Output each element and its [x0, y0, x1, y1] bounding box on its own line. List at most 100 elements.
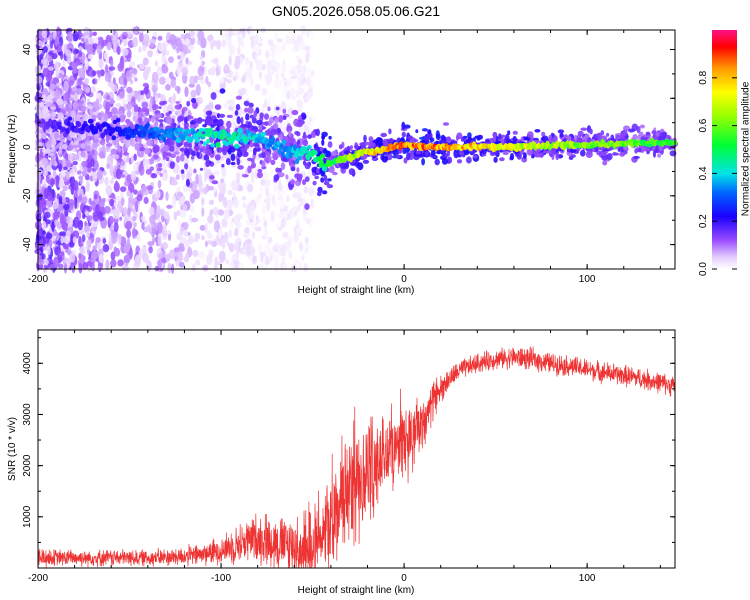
- spectrogram-cell: [290, 166, 296, 172]
- spectrogram-cell: [47, 66, 54, 71]
- spectrogram-cell: [403, 124, 411, 129]
- spectrogram-cell: [323, 174, 328, 182]
- spectrogram-ridge-cell: [288, 152, 293, 159]
- spectrogram-cell: [309, 29, 314, 41]
- spectrogram-cell: [175, 100, 181, 105]
- spectrogram-cell: [43, 168, 48, 176]
- spectrogram-cell: [161, 172, 168, 182]
- spectrogram-cell: [380, 132, 388, 138]
- spectrogram-cell: [149, 42, 155, 48]
- spectrogram-cell: [48, 55, 52, 63]
- spectrogram-cell: [224, 63, 229, 72]
- spectrogram-cell: [124, 180, 130, 187]
- spectrogram-cell: [141, 101, 149, 109]
- colorbar-ticks: 0.00.20.40.60.8: [698, 70, 737, 276]
- spectrogram-cell: [236, 158, 241, 166]
- spectrogram-cell: [51, 111, 57, 118]
- spectrogram-cell: [143, 69, 149, 81]
- spectrogram-cell: [99, 261, 104, 269]
- spectrogram-cell: [289, 157, 293, 165]
- spectrogram-cell: [271, 194, 276, 205]
- spectrogram-cell: [156, 222, 163, 234]
- spectrogram-ridge-cell: [280, 143, 284, 149]
- spectrogram-ridge-cell: [232, 131, 238, 136]
- spectrogram-cell: [302, 135, 308, 139]
- spectrogram-cell: [42, 67, 50, 78]
- spectrogram-cell: [63, 235, 71, 244]
- spectrogram-ridge-cell: [227, 132, 232, 138]
- spectrogram-cell: [264, 121, 269, 126]
- spectrogram-cell: [257, 169, 263, 173]
- spectrogram-cell: [182, 221, 189, 230]
- spectrogram-cell: [406, 152, 411, 161]
- spectrogram-cell: [596, 150, 602, 156]
- spectrogram-cell: [81, 170, 88, 177]
- spectrogram-cell: [267, 39, 274, 47]
- spectrogram-cell: [110, 148, 118, 155]
- spectrogram-cell: [657, 153, 662, 158]
- spectrogram-cell: [125, 220, 133, 230]
- spectrogram-cell: [227, 190, 233, 196]
- spectrogram-cell: [293, 226, 297, 233]
- spectrogram-cell: [55, 157, 59, 162]
- spectrogram-cell: [190, 115, 194, 120]
- spectrogram-cell: [127, 207, 131, 218]
- spectrogram-cell: [129, 60, 136, 68]
- spectrogram-cell: [54, 246, 62, 256]
- spectrogram-cell: [523, 137, 528, 140]
- spectrogram-cell: [258, 263, 265, 269]
- spectrogram-cell: [226, 114, 233, 118]
- spectrogram-cell: [144, 148, 151, 155]
- spectrogram-cell: [264, 255, 269, 266]
- colorbar-gradient: [712, 30, 737, 269]
- spectrogram-cell: [320, 177, 325, 183]
- spectrogram-cell: [81, 196, 88, 205]
- spectrogram-cell: [441, 158, 448, 165]
- spectrogram-cell: [261, 87, 268, 96]
- spectrogram-cell: [42, 230, 47, 235]
- spectrogram-cell: [184, 149, 190, 157]
- spectrogram-cell: [157, 234, 162, 246]
- spectrogram-cell: [161, 50, 166, 57]
- spectrogram-cell: [316, 168, 320, 174]
- spectrogram-cell: [234, 110, 239, 116]
- spectrogram-cell: [102, 244, 110, 253]
- spectrogram-cell: [157, 179, 162, 189]
- spectrogram-cell: [288, 209, 293, 218]
- spectrogram-cell: [289, 136, 295, 144]
- spectrogram-cell: [192, 263, 196, 272]
- spectrogram-cell: [296, 81, 301, 92]
- spectrogram-cell: [209, 209, 214, 216]
- spectrogram-cell: [95, 70, 103, 75]
- spectrogram-cell: [498, 133, 502, 140]
- spectrogram-ridge-cell: [180, 134, 186, 140]
- spectrogram-cell: [232, 197, 240, 209]
- spectrogram-cell: [133, 26, 139, 36]
- spectrogram-cell: [113, 222, 119, 233]
- spectrogram-cell: [47, 139, 54, 145]
- spectrogram-cell: [258, 71, 263, 79]
- spectrogram-cell: [137, 111, 144, 118]
- spectrogram-cell: [82, 83, 87, 91]
- spectrogram-cell: [634, 148, 638, 154]
- spectrogram-cell: [82, 113, 89, 120]
- spectrogram-cell: [501, 138, 505, 145]
- spectrogram-cell: [69, 168, 76, 177]
- spectrogram-cell: [240, 116, 244, 125]
- spectrogram-cell: [122, 48, 129, 56]
- spectrogram-cell: [214, 104, 222, 110]
- spectrogram-cell: [242, 196, 246, 201]
- spectrogram-cell: [81, 234, 86, 243]
- spectrogram-cell: [146, 185, 153, 191]
- spectrogram-cell: [201, 60, 206, 65]
- spectrogram-cell: [134, 259, 142, 267]
- spectrogram-cell: [610, 134, 615, 141]
- spectrogram-cell: [73, 137, 78, 142]
- spectrogram-cell: [228, 106, 234, 111]
- spectrogram-cell: [84, 220, 88, 227]
- spectrogram-cell: [91, 70, 97, 77]
- spectrogram-cell: [146, 139, 154, 147]
- spectrogram-cell: [184, 86, 189, 98]
- spectrogram-cell: [55, 174, 60, 187]
- spectrogram-cell: [199, 224, 206, 231]
